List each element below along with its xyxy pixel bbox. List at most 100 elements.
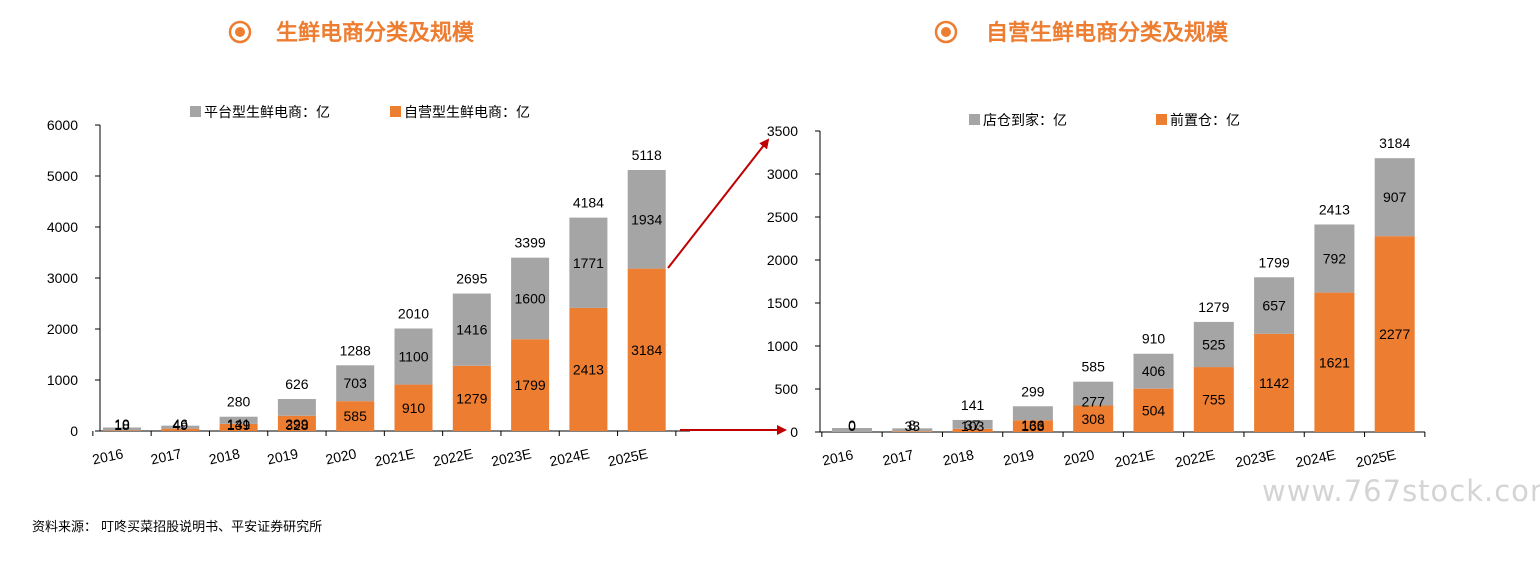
data-label-bottom: 2413 <box>573 361 604 377</box>
bar-segment-warehouse <box>1314 292 1355 432</box>
data-label-bottom: 504 <box>1142 402 1166 418</box>
bar-segment-platform <box>452 293 491 366</box>
data-label-top: 525 <box>1202 336 1226 352</box>
x-tick-label: 2017 <box>881 446 915 468</box>
bar-segment-platform <box>161 425 200 429</box>
x-tick-label: 2021E <box>373 445 416 469</box>
data-label-bottom: 299 <box>285 416 309 432</box>
bar-segment-self <box>511 339 550 431</box>
data-label-top: 657 <box>1262 298 1286 314</box>
y-tick-label: 2000 <box>767 252 798 268</box>
x-tick-label: 2020 <box>324 445 358 467</box>
y-tick-label: 1500 <box>767 295 798 311</box>
bar-segment-platform <box>569 217 608 308</box>
bar-segment-warehouse <box>1012 420 1053 432</box>
chart1-plot: 0100020003000400050006000201610182017464… <box>47 117 690 469</box>
y-tick-label: 3000 <box>47 270 78 286</box>
data-label-bottom: 3184 <box>631 342 662 358</box>
data-label-total: 280 <box>227 394 251 410</box>
watermark: www.767stock.com <box>1262 474 1540 508</box>
bar-segment-platform <box>103 427 141 431</box>
y-tick-label: 3500 <box>767 123 798 139</box>
data-label-total: 1279 <box>1198 299 1229 315</box>
data-label-bottom: 1621 <box>1319 354 1350 370</box>
legend-swatch-warehouse <box>1156 114 1167 125</box>
data-label-total: 2010 <box>398 305 429 321</box>
x-tick-label: 2024E <box>1294 446 1337 470</box>
data-label-top: 703 <box>344 375 368 391</box>
data-label-total: 626 <box>285 376 309 392</box>
bar-segment-self <box>394 384 433 431</box>
legend-label-store: 店仓到家：亿 <box>983 112 1067 129</box>
bar-segment-warehouse <box>892 431 933 432</box>
x-tick-label: 2022E <box>1173 446 1216 470</box>
data-label-bottom: 308 <box>1082 411 1106 427</box>
data-label-bottom: 141 <box>227 416 251 432</box>
data-label-bottom: 136 <box>1021 417 1045 433</box>
data-label-bottom: 46 <box>173 416 189 432</box>
bar-segment-warehouse <box>1374 236 1415 432</box>
data-label-top: 907 <box>1383 189 1407 205</box>
data-label-bottom: 755 <box>1202 392 1226 408</box>
bar-segment-store <box>892 428 933 432</box>
bar-segment-store <box>1374 158 1415 237</box>
data-label-top: 1416 <box>456 322 487 338</box>
x-tick-label: 2023E <box>1234 446 1277 470</box>
data-label-top: 1934 <box>631 211 662 227</box>
connector-arrow-top <box>667 138 770 269</box>
y-tick-label: 0 <box>70 423 78 439</box>
data-label-bottom: 1142 <box>1259 375 1289 391</box>
bar-segment-platform <box>394 328 433 385</box>
y-tick-label: 1000 <box>767 338 798 354</box>
bar-segment-platform <box>511 257 550 340</box>
legend-label-warehouse: 前置仓：亿 <box>1170 112 1240 129</box>
data-label-total: 3184 <box>1379 135 1410 151</box>
legend-swatch-self <box>390 106 401 117</box>
data-label-top: 163 <box>1021 418 1045 434</box>
y-tick-label: 3000 <box>767 166 798 182</box>
data-label-total: 585 <box>1082 359 1106 375</box>
y-tick-label: 500 <box>775 381 799 397</box>
chart2-legend: 店仓到家：亿 前置仓：亿 <box>969 112 1240 129</box>
bar-segment-store <box>1012 406 1053 421</box>
chart1-legend: 平台型生鲜电商：亿 自营型生鲜电商：亿 <box>190 105 530 121</box>
bar-segment-warehouse <box>952 428 993 432</box>
data-label-total: 2413 <box>1319 201 1350 217</box>
y-tick-label: 6000 <box>47 117 78 133</box>
source-note: 资料来源： 叮咚买菜招股说明书、平安证券研究所 <box>32 520 323 535</box>
bar-segment-warehouse <box>1193 367 1234 432</box>
x-tick-label: 2023E <box>490 445 533 469</box>
x-tick-label: 2019 <box>266 445 300 467</box>
chart1-title-group: 生鲜电商分类及规模 <box>228 20 475 46</box>
data-label-top: 1771 <box>573 255 604 271</box>
x-tick-label: 2017 <box>149 445 183 467</box>
title-bullet-dot <box>941 27 951 37</box>
data-label-top: 1600 <box>515 290 546 306</box>
data-label-bottom: 910 <box>402 400 426 416</box>
data-label-total: 141 <box>961 397 985 413</box>
data-label-bottom: 37 <box>965 417 981 433</box>
bar-segment-store <box>1254 277 1295 334</box>
chart2-title: 自营生鲜电商分类及规模 <box>986 20 1229 46</box>
data-label-top: 49 <box>173 417 189 433</box>
y-tick-label: 2500 <box>767 209 798 225</box>
x-tick-label: 2018 <box>207 445 241 467</box>
bar-segment-self <box>219 423 258 431</box>
legend-label-self: 自营型生鲜电商：亿 <box>404 105 530 121</box>
bar-segment-self <box>569 307 608 431</box>
data-label-bottom: 1799 <box>515 377 546 393</box>
chart2-plot: 0500100015002000250030003500201600201783… <box>767 123 1426 470</box>
data-label-top: 406 <box>1142 363 1166 379</box>
data-label-total: 1799 <box>1259 254 1290 270</box>
x-tick-label: 2022E <box>431 445 474 469</box>
data-label-bottom: 1279 <box>456 390 487 406</box>
data-label-total: 2695 <box>456 271 487 287</box>
title-bullet-icon <box>228 20 252 44</box>
bar-segment-store <box>1133 353 1174 389</box>
bar-segment-self <box>627 268 666 431</box>
bar-segment-platform <box>277 399 316 416</box>
x-tick-label: 2019 <box>1002 446 1036 468</box>
data-label-top: 277 <box>1082 394 1106 410</box>
y-tick-label: 2000 <box>47 321 78 337</box>
x-tick-label: 2025E <box>1354 446 1397 470</box>
